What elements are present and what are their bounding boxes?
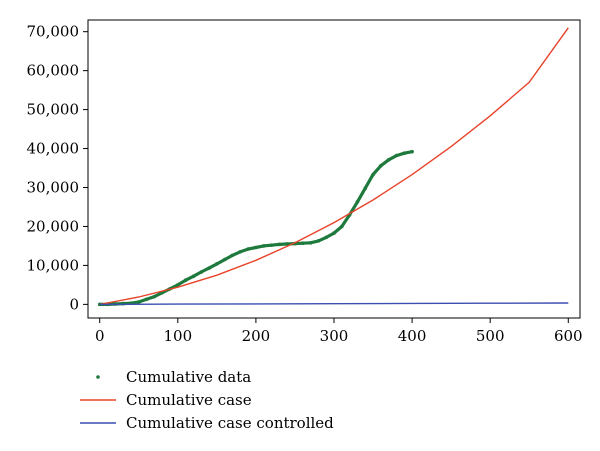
cumulative-data-point xyxy=(386,158,391,162)
legend-label-cumulative-data: Cumulative data xyxy=(126,368,251,386)
cumulative-data-point xyxy=(410,149,414,154)
cumulative-data-point xyxy=(277,242,282,247)
cumulative-data-point xyxy=(300,241,305,246)
cumulative-data-point xyxy=(269,243,274,247)
cumulative-data-point xyxy=(215,262,219,266)
cumulative-data-point xyxy=(285,242,289,246)
cumulative-data-point xyxy=(136,300,141,304)
cumulative-data-point xyxy=(207,266,211,270)
cumulative-data-point xyxy=(371,172,375,177)
y-tick-label: 70,000 xyxy=(27,23,80,41)
cumulative-data-point xyxy=(316,239,321,243)
legend-label-cumulative-case-controlled: Cumulative case controlled xyxy=(126,414,334,432)
x-tick-label: 200 xyxy=(242,327,271,345)
legend: Cumulative data Cumulative case Cumulative… xyxy=(80,368,334,432)
y-axis: 0 10,000 20,000 30,000 40,000 50,000 60,000 70,… xyxy=(27,23,88,313)
cumulative-data-point xyxy=(332,231,336,235)
series-layer xyxy=(97,27,569,307)
cumulative-data-point xyxy=(261,244,266,248)
x-tick-label: 0 xyxy=(95,327,105,345)
cumulative-data-point xyxy=(152,294,157,299)
cumulative-data-point xyxy=(379,163,383,168)
cumulative-data-point xyxy=(246,247,250,251)
cumulative-data-point xyxy=(355,200,360,204)
cumulative-data-point xyxy=(394,153,399,158)
cumulative-data-point xyxy=(340,224,344,229)
x-tick-label: 300 xyxy=(320,327,349,345)
cumulative-data-point xyxy=(308,241,313,245)
plot-frame xyxy=(87,19,581,319)
y-tick-label: 20,000 xyxy=(27,217,80,235)
x-axis: 0 100 200 300 400 500 600 xyxy=(95,318,583,345)
legend-label-cumulative-case: Cumulative case xyxy=(126,391,252,409)
cumulative-data-point xyxy=(144,297,149,302)
cumulative-case-controlled-line xyxy=(99,302,569,306)
cumulative-data-point xyxy=(199,270,204,274)
x-tick-label: 100 xyxy=(163,327,192,345)
cumulative-data-trace xyxy=(98,150,414,306)
cumulative-case-line xyxy=(99,27,569,306)
cumulative-data-point xyxy=(191,274,196,279)
y-tick-label: 60,000 xyxy=(27,62,80,80)
cumulative-data-point xyxy=(238,249,243,254)
y-tick-label: 40,000 xyxy=(27,140,80,158)
cumulative-data-point xyxy=(230,253,235,258)
y-tick-label: 50,000 xyxy=(27,101,80,119)
x-tick-label: 500 xyxy=(476,327,505,345)
cumulative-data-point xyxy=(176,283,180,287)
x-tick-label: 600 xyxy=(554,327,583,345)
cumulative-data-point xyxy=(222,257,227,262)
y-tick-label: 0 xyxy=(69,295,79,313)
cumulative-data-point xyxy=(254,245,258,250)
plot-border xyxy=(87,19,581,319)
y-tick-label: 10,000 xyxy=(27,256,80,274)
cumulative-data-point xyxy=(363,186,368,191)
cumulative-data-point xyxy=(183,278,188,283)
x-tick-label: 400 xyxy=(398,327,427,345)
y-tick-label: 30,000 xyxy=(27,179,80,197)
legend-swatch-cumulative-data xyxy=(96,375,100,379)
cumulative-data-point xyxy=(402,151,407,156)
cumulative-data-point xyxy=(324,235,328,240)
